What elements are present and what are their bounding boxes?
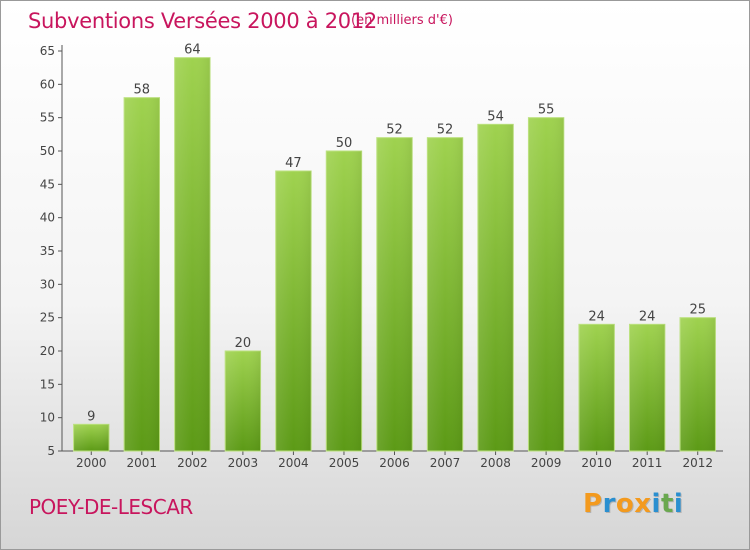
chart-title: Subventions Versées 2000 à 2012 (28, 9, 377, 33)
data-label-2004: 47 (285, 156, 302, 171)
y-tick-label: 60 (40, 77, 55, 91)
x-tick-label: 2012 (682, 456, 713, 470)
logo-letter: i (651, 489, 661, 519)
bar-2006 (376, 137, 413, 452)
chart-unit-note: (en milliers d'€) (351, 13, 453, 28)
bar-2000 (73, 423, 110, 452)
y-tick-label: 10 (40, 411, 55, 425)
x-tick-label: 2008 (480, 456, 511, 470)
x-tick-label: 2006 (379, 456, 410, 470)
bar-2012 (679, 317, 716, 452)
proxiti-logo: Proxiti (583, 489, 683, 519)
logo-letter: t (660, 489, 674, 519)
bar-2004 (275, 170, 312, 452)
y-tick-label: 40 (40, 211, 55, 225)
y-tick-label: 45 (40, 177, 55, 191)
logo-letter: o (615, 489, 635, 519)
data-label-2009: 55 (538, 103, 555, 118)
data-label-2002: 64 (184, 43, 201, 58)
y-tick-label: 20 (40, 344, 55, 358)
x-tick-label: 2011 (632, 456, 663, 470)
y-tick-label: 65 (40, 44, 55, 58)
data-label-2000: 9 (87, 409, 95, 424)
bar-2011 (629, 323, 666, 452)
logo-letter: i (673, 489, 684, 519)
bar-2002 (174, 57, 211, 452)
data-label-2007: 52 (437, 123, 454, 138)
data-label-2003: 20 (235, 336, 252, 351)
x-tick-label: 2001 (127, 456, 158, 470)
x-tick-label: 2009 (531, 456, 562, 470)
data-label-2010: 24 (588, 309, 605, 324)
y-tick-label: 15 (40, 377, 55, 391)
data-label-2001: 58 (134, 83, 151, 98)
y-tick-label: 55 (40, 111, 55, 125)
x-tick-label: 2004 (278, 456, 309, 470)
y-tick-label: 35 (40, 244, 55, 258)
x-tick-label: 2003 (228, 456, 259, 470)
data-label-2011: 24 (639, 309, 656, 324)
data-labels: 9 58 64 20 47 50 52 52 54 55 24 24 25 (87, 43, 706, 425)
data-label-2005: 50 (336, 136, 353, 151)
bar-2005 (325, 150, 363, 452)
y-tick-label: 30 (40, 277, 55, 291)
logo-letter: P (583, 489, 603, 519)
x-tick-label: 2000 (76, 456, 107, 470)
bar-2010 (578, 323, 615, 452)
bars (73, 57, 716, 452)
x-tick-label: 2010 (581, 456, 612, 470)
logo-letter: r (602, 489, 616, 519)
bar-2001 (123, 97, 160, 452)
axes: 5 10 15 20 25 30 35 40 45 50 55 60 65 2000 2001 2002 200… (40, 44, 723, 470)
y-tick-label: 25 (40, 311, 55, 325)
logo-letter: x (634, 489, 652, 519)
bar-2008 (477, 123, 514, 452)
y-tick-label: 50 (40, 144, 55, 158)
bar-2003 (224, 350, 262, 452)
bar-2009 (527, 117, 565, 452)
data-label-2012: 25 (689, 303, 706, 318)
commune-name: POEY-DE-LESCAR (29, 495, 193, 519)
data-label-2008: 54 (487, 109, 504, 124)
x-tick-label: 2005 (329, 456, 360, 470)
x-tick-label: 2002 (177, 456, 208, 470)
data-label-2006: 52 (386, 123, 403, 138)
x-tick-label: 2007 (430, 456, 461, 470)
y-tick-label: 5 (47, 444, 55, 458)
bar-2007 (426, 137, 464, 452)
